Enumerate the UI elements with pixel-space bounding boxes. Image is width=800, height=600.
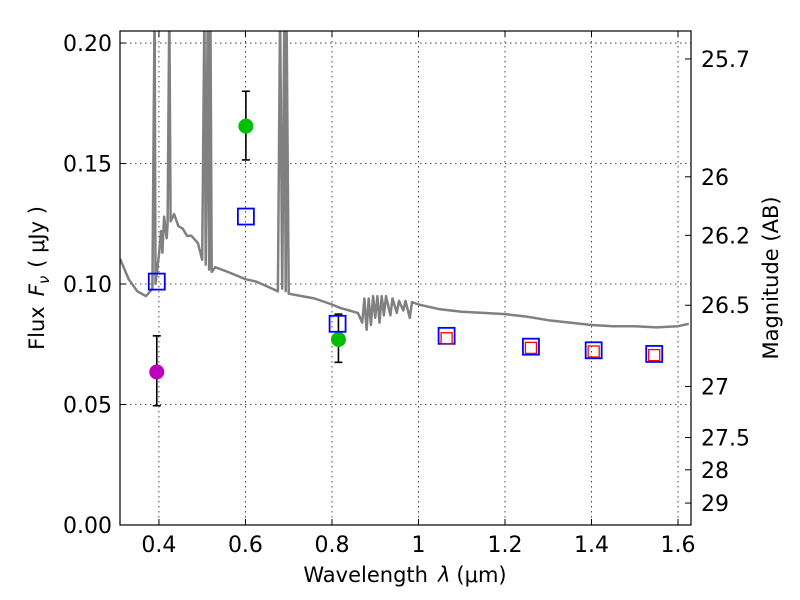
model-square-red — [648, 348, 661, 362]
data-point-observed-green — [238, 118, 254, 134]
y2-axis-title: Magnitude (AB) — [759, 196, 783, 359]
y-tick-label: 0.15 — [63, 153, 112, 178]
model-square-blue — [522, 337, 540, 356]
axes: 0.4 0.6 0.8 1 1.2 1.4 1.6 0.00 0.05 0.10 0.15 0.20 2… — [63, 31, 750, 558]
model-square-blue — [236, 207, 255, 226]
data-point-observed-green — [330, 331, 346, 347]
y-tick-label: 0.00 — [63, 514, 112, 539]
x-tick-label: 1.2 — [487, 533, 522, 558]
model-square-blue — [645, 345, 664, 363]
x-axis-title: Wavelength λ (μm) — [303, 563, 506, 587]
model-square-red — [524, 341, 538, 355]
y2-tick-label: 28 — [701, 459, 729, 484]
x-tick-label: 1.6 — [661, 533, 696, 558]
y2-tick-label: 26 — [701, 166, 729, 191]
model-square-blue — [328, 314, 347, 333]
y-tick-label: 0.10 — [63, 273, 112, 298]
y-tick-label: 0.05 — [63, 394, 112, 419]
y2-tick-label: 27.5 — [701, 427, 750, 452]
spectrum-line — [120, 31, 690, 332]
x-tick-label: 0.8 — [314, 533, 349, 558]
y2-tick-label: 29 — [701, 492, 729, 517]
y-tick-label: 0.20 — [63, 32, 112, 57]
x-tick-label: 1 — [411, 533, 425, 558]
model-square-red — [440, 332, 453, 345]
model-square-red — [587, 345, 600, 358]
y-axis-title: FluxFν( μJy ) — [25, 206, 53, 350]
x-tick-label: 1.4 — [574, 533, 609, 558]
plot-frame — [119, 30, 692, 526]
x-tick-label: 0.6 — [228, 533, 263, 558]
y2-tick-label: 26.5 — [701, 294, 750, 319]
y2-tick-label: 25.7 — [701, 48, 750, 73]
model-square-blue — [584, 341, 603, 360]
y2-tick-label: 26.2 — [701, 224, 750, 249]
plot-area — [120, 31, 690, 407]
data-point-observed-purple — [149, 364, 165, 380]
y2-tick-label: 27 — [701, 375, 729, 400]
x-tick-label: 0.4 — [141, 533, 176, 558]
model-square-blue — [147, 272, 166, 291]
